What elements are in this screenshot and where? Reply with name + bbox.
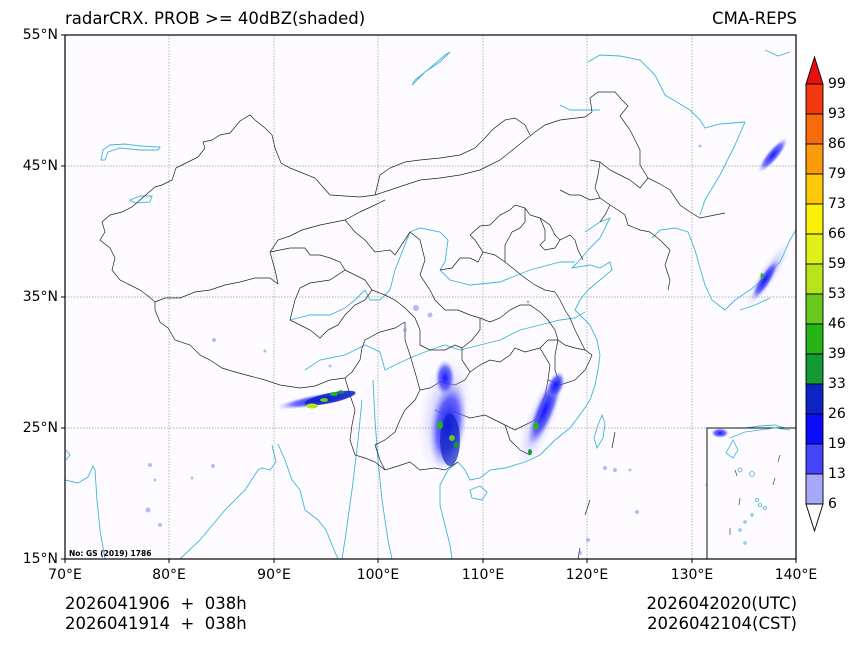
colorbar-label-93: 93 [828, 106, 846, 122]
province-borders [99, 91, 726, 559]
lon-tick-70: 70°E [48, 567, 82, 583]
init-time-cst: 2026041914 + 038h [65, 614, 247, 633]
colorbar-label-13: 13 [828, 466, 846, 482]
plot-title: radarCRX. PROB >= 40dBZ(shaded) [65, 9, 366, 28]
lat-tick-15: 15°N [22, 551, 58, 567]
lon-tick-140: 140°E [774, 567, 818, 583]
south-china-sea-inset [706, 427, 796, 559]
lat-tick-45: 45°N [22, 158, 58, 174]
lon-tick-90: 90°E [257, 567, 291, 583]
gridlines [65, 35, 796, 559]
colorbar-label-99: 99 [828, 76, 846, 92]
colorbar-label-73: 73 [828, 196, 846, 212]
colorbar-label-19: 19 [828, 436, 846, 452]
map-approval-number: No: GS (2019) 1786 [69, 549, 152, 558]
init-time-utc: 2026041906 + 038h [65, 594, 247, 613]
coastlines-rivers [65, 49, 796, 559]
colorbar-label-59: 59 [828, 256, 846, 272]
colorbar-label-53: 53 [828, 286, 846, 302]
colorbar-label-39: 39 [828, 346, 846, 362]
probability-shading [145, 137, 792, 555]
valid-time-utc: 2026042020(UTC) [646, 594, 797, 613]
lat-tick-25: 25°N [22, 420, 58, 436]
colorbar-label-79: 79 [828, 166, 846, 182]
lat-tick-55: 55°N [22, 27, 58, 43]
lon-tick-130: 130°E [670, 567, 714, 583]
colorbar-label-26: 26 [828, 406, 846, 422]
colorbar-label-46: 46 [828, 316, 846, 332]
colorbar [805, 55, 824, 533]
lon-tick-120: 120°E [565, 567, 609, 583]
lon-tick-100: 100°E [356, 567, 400, 583]
init-time-block: 2026041906 + 038h 2026041914 + 038h [65, 594, 247, 634]
valid-time-block: 2026042020(UTC) 2026042104(CST) [646, 594, 797, 634]
colorbar-label-6: 6 [828, 496, 837, 512]
lat-tick-35: 35°N [22, 289, 58, 305]
colorbar-label-86: 86 [828, 136, 846, 152]
model-name: CMA-REPS [712, 9, 797, 28]
valid-time-cst: 2026042104(CST) [647, 614, 797, 633]
colorbar-label-33: 33 [828, 376, 846, 392]
lon-tick-110: 110°E [461, 567, 505, 583]
lon-tick-80: 80°E [152, 567, 186, 583]
colorbar-label-66: 66 [828, 226, 846, 242]
